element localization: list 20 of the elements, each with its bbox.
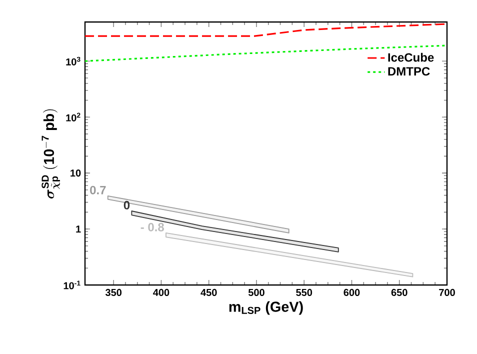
x-tick-label: 350	[105, 288, 122, 296]
x-tick-label: 500	[248, 288, 264, 296]
y-tick-label: 10$^{2}$	[66, 112, 80, 122]
legend-label: 0.7	[90, 186, 106, 194]
y-tick-label: 10$^{-1}$	[64, 280, 80, 290]
x-tick-label: 450	[200, 288, 217, 296]
x-tick-label: 650	[391, 288, 408, 296]
y-tick-label: 1	[76, 226, 81, 232]
y-tick-label: 10$^{3}$	[66, 56, 80, 66]
legend-label: 0	[124, 200, 130, 210]
x-tick-label: 550	[296, 288, 312, 296]
legend-label: IceCube	[388, 52, 434, 62]
legend-label: - 0.8	[140, 222, 164, 232]
x-tick-label: 700	[439, 288, 455, 296]
y-tick-label: 10	[70, 170, 81, 177]
x-axis-title: m$_{LSP}$ (GeV)	[229, 301, 303, 315]
y-axis-title: $\boldsymbol{\sigma}^{\mathbf{SD}}_{\tilde{\boldsymbol{\chi}}\mathbf{p}}\ \mathbf{(10^{-7}\ pb)}$	[42, 109, 60, 198]
x-tick-label: 600	[344, 288, 360, 296]
x-tick-label: 400	[153, 288, 170, 296]
legend-label: DMTPC	[388, 67, 430, 76]
